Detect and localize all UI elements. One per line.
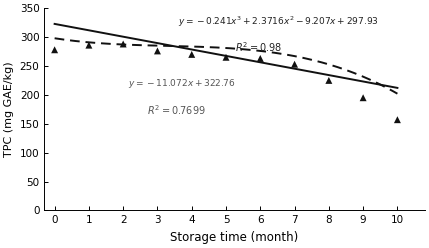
Text: $R^2 = 0.98$: $R^2 = 0.98$ (235, 40, 282, 54)
Point (223, 55, 230, 59)
Point (154, 49, 161, 53)
X-axis label: Storage time (month): Storage time (month) (170, 231, 299, 244)
Point (326, 78, 332, 82)
Point (257, 57, 264, 61)
Point (360, 96, 366, 100)
Point (291, 62, 298, 66)
Point (394, 118, 401, 122)
Y-axis label: TPC (mg GAE/kg): TPC (mg GAE/kg) (4, 62, 14, 157)
Text: $R^2 = 0.7699$: $R^2 = 0.7699$ (147, 103, 206, 117)
Point (51, 48, 58, 52)
Text: $y = -0.241x^3 + 2.3716x^2 - 9.207x + 297.93$: $y = -0.241x^3 + 2.3716x^2 - 9.207x + 29… (178, 14, 378, 29)
Point (85, 43, 92, 47)
Point (120, 42, 127, 46)
Text: $y = -11.072x + 322.76$: $y = -11.072x + 322.76$ (128, 77, 236, 90)
Point (188, 52, 195, 56)
